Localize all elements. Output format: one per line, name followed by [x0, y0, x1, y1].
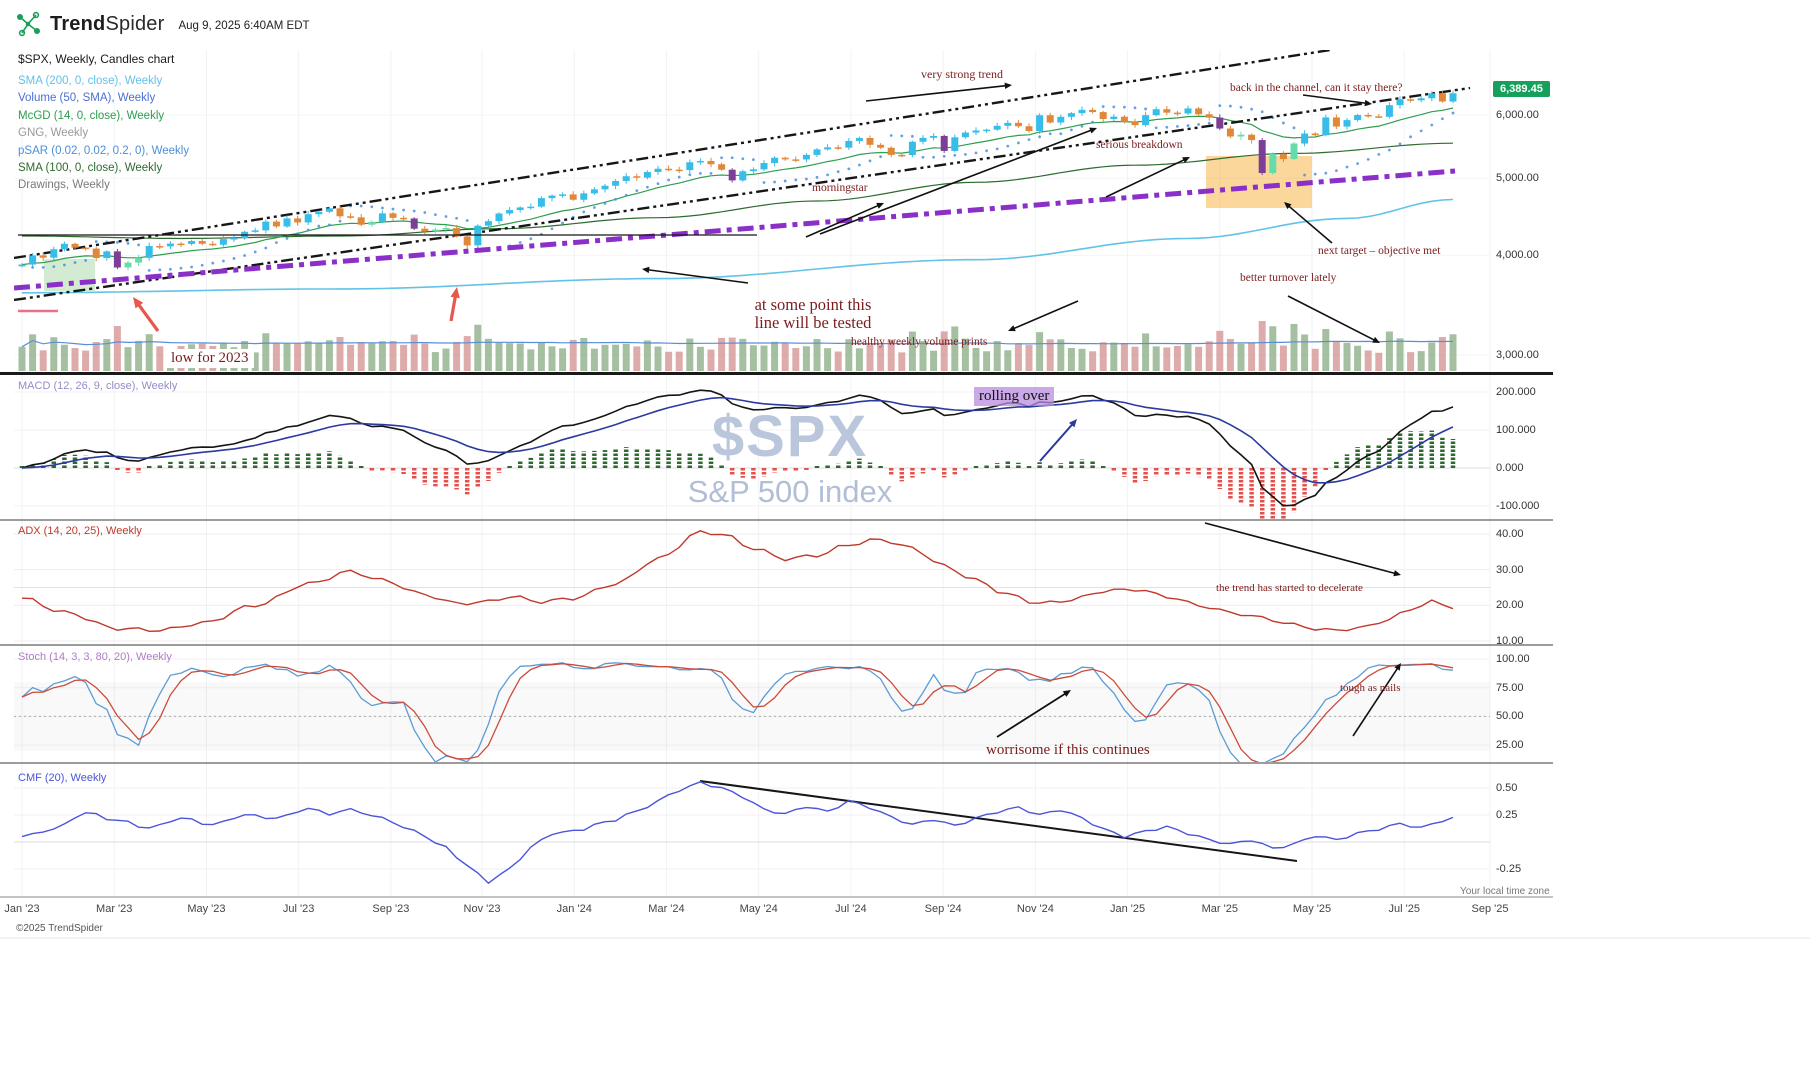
sma100-line: [22, 142, 1454, 240]
cmf-line: [21, 781, 1454, 885]
stoch-k-line: [21, 662, 1454, 762]
macd-panel[interactable]: [19, 389, 1456, 526]
arrow-head: [1069, 419, 1077, 428]
trendspider-logo-icon[interactable]: [14, 10, 42, 38]
price-panel[interactable]: [14, 50, 1471, 371]
annotation-arrows[interactable]: [133, 82, 1401, 738]
candles[interactable]: [18, 90, 1457, 271]
chart-timestamp: Aug 9, 2025 6:40AM EDT: [178, 19, 310, 32]
arrow-head: [642, 266, 650, 274]
volume-sma-line: [21, 339, 1454, 348]
arrow-head: [1364, 99, 1372, 107]
arrow-head: [1182, 157, 1190, 163]
drawing-purple-longterm-trendline[interactable]: [14, 168, 1456, 291]
drawing-cmf-declining-trendline[interactable]: [699, 780, 1298, 862]
arrow-head: [1004, 82, 1012, 89]
brand-wordmark[interactable]: TrendSpider: [50, 12, 165, 35]
arrow-head: [1394, 663, 1401, 671]
panel-separators: [0, 372, 1810, 939]
drawing-channel-upper[interactable]: [14, 50, 1331, 260]
arrow-head: [1008, 325, 1016, 332]
drawing-channel-lower[interactable]: [14, 86, 1471, 302]
mcgd-line: [21, 107, 1454, 266]
stoch-panel[interactable]: [14, 662, 1490, 764]
sma200-line: [22, 198, 1454, 294]
adx-panel[interactable]: [21, 530, 1454, 633]
arrow-head: [1089, 127, 1097, 134]
arrow-head: [1284, 202, 1292, 210]
arrow-head: [1393, 570, 1401, 577]
arrow-head: [1372, 336, 1380, 343]
cmf-panel[interactable]: [21, 781, 1454, 885]
stoch-d-line: [21, 662, 1454, 762]
volume-bars: [18, 321, 1457, 371]
arrow-head: [876, 202, 884, 209]
arrow-head: [133, 297, 144, 309]
macd-line: [21, 389, 1454, 507]
adx-line: [21, 530, 1454, 633]
macd-signal-line: [21, 396, 1454, 484]
arrow-head: [1062, 690, 1071, 697]
app-header: TrendSpider Aug 9, 2025 6:40AM EDT: [0, 0, 1810, 48]
arrow-head: [450, 287, 460, 299]
